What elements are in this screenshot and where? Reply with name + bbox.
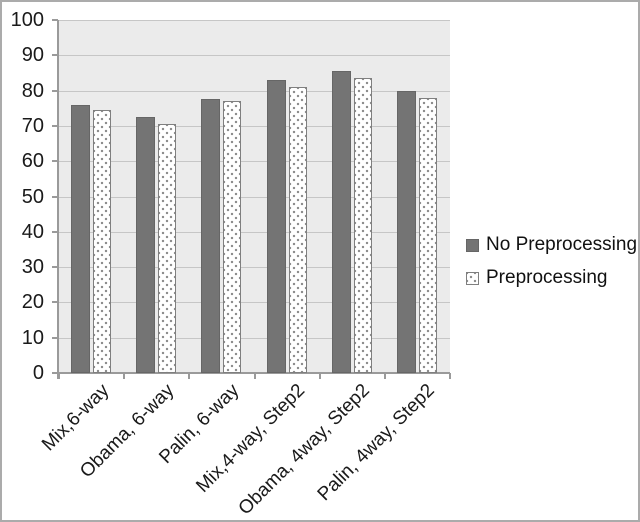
- y-axis-line: [57, 20, 59, 379]
- y-tick-label-40: 40: [21, 220, 44, 243]
- y-tick-0: [52, 372, 58, 374]
- x-tick-3: [253, 373, 256, 379]
- gridline-80: [59, 90, 450, 92]
- y-tick-label-0: 0: [32, 362, 44, 384]
- gridline-70: [59, 125, 450, 127]
- y-tick-40: [52, 230, 58, 233]
- x-tick-2: [188, 373, 191, 379]
- y-tick-label-90: 90: [21, 44, 44, 67]
- y-tick-label-70: 70: [21, 114, 44, 137]
- legend-label: No Preprocessing: [486, 234, 638, 255]
- x-tick-0: [58, 373, 60, 379]
- y-tick-label-60: 60: [21, 150, 44, 173]
- y-tick-label-80: 80: [21, 79, 44, 102]
- legend-label: Preprocessing: [486, 267, 608, 288]
- y-tick-30: [52, 266, 58, 269]
- x-tick-4: [318, 373, 321, 379]
- bar-solid-2: [201, 99, 221, 373]
- bar-dotted-5: [418, 97, 437, 373]
- y-tick-80: [52, 89, 58, 92]
- gridline-10: [59, 337, 450, 339]
- bar-solid-5: [396, 90, 416, 373]
- category-label: Palin, 4way, Step2: [314, 380, 440, 506]
- bar-dotted-4: [353, 78, 372, 373]
- bar-dotted-1: [158, 124, 177, 373]
- bar-solid-0: [71, 104, 90, 373]
- y-tick-100: [52, 19, 58, 21]
- bar-solid-4: [331, 71, 351, 373]
- bar-dotted-2: [223, 101, 242, 373]
- gridline-40: [59, 231, 450, 233]
- plot-area: [59, 20, 450, 373]
- y-tick-90: [52, 54, 58, 57]
- y-tick-label-10: 10: [21, 326, 44, 349]
- gridline-30: [59, 267, 450, 269]
- bar-solid-3: [266, 80, 286, 373]
- x-tick-1: [123, 373, 126, 379]
- y-tick-20: [52, 301, 58, 304]
- y-tick-label-100: 100: [10, 9, 44, 31]
- bar-dotted-3: [288, 87, 307, 373]
- bar-solid-1: [136, 117, 156, 373]
- y-tick-70: [52, 124, 58, 127]
- y-tick-label-30: 30: [21, 256, 44, 279]
- legend: No Preprocessing Preprocessing: [466, 234, 637, 289]
- solid-gray-swatch-icon: [466, 238, 479, 252]
- legend-item-no-preprocessing: No Preprocessing: [466, 234, 637, 256]
- gridline-20: [59, 302, 450, 304]
- gridline-90: [59, 55, 450, 57]
- y-tick-50: [52, 195, 58, 198]
- gridline-60: [59, 161, 450, 163]
- x-tick-6: [449, 373, 451, 379]
- y-tick-60: [52, 160, 58, 163]
- gridline-100: [59, 20, 450, 21]
- y-tick-10: [52, 336, 58, 339]
- bar-dotted-0: [93, 110, 111, 373]
- gridline-50: [59, 196, 450, 198]
- y-tick-label-20: 20: [21, 291, 44, 314]
- y-tick-label-50: 50: [21, 185, 44, 208]
- legend-item-preprocessing: Preprocessing: [466, 267, 637, 289]
- x-tick-5: [383, 373, 386, 379]
- dotted-white-swatch-icon: [466, 271, 479, 285]
